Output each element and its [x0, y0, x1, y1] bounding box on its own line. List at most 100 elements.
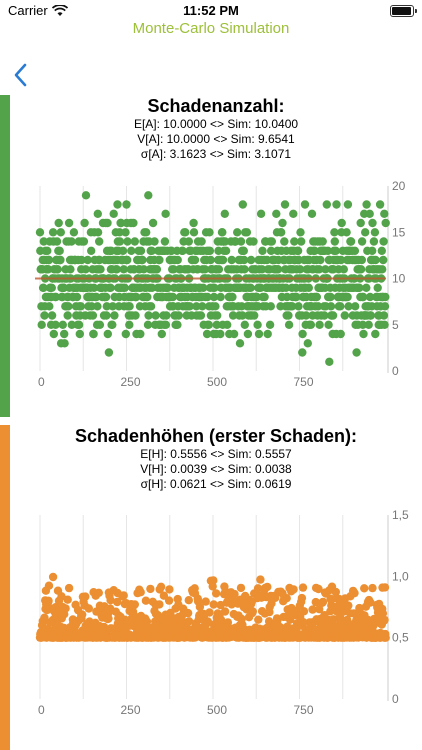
data-point — [220, 607, 230, 616]
data-point — [368, 583, 377, 593]
data-point — [106, 283, 115, 292]
data-point — [156, 582, 166, 591]
data-point — [212, 320, 221, 329]
data-point — [254, 329, 264, 339]
data-point — [147, 283, 157, 292]
data-point — [284, 320, 294, 329]
data-point — [64, 583, 74, 593]
data-point — [318, 597, 328, 607]
data-point — [108, 302, 117, 311]
stat-sd-severity: σ[H]: 0.0621 <> Sim: 0.0619 — [140, 477, 292, 491]
data-point — [102, 302, 112, 311]
data-point — [165, 585, 174, 594]
data-point — [109, 209, 118, 218]
data-point — [138, 255, 147, 265]
x-tick-label: 750 — [294, 703, 314, 717]
data-point — [298, 348, 307, 357]
data-point — [315, 265, 324, 274]
data-point — [74, 320, 84, 329]
data-point — [200, 265, 210, 274]
data-point — [89, 329, 98, 339]
data-point — [84, 604, 94, 613]
data-point — [288, 302, 297, 311]
data-point — [359, 292, 368, 302]
data-point — [369, 621, 378, 631]
data-point — [378, 265, 387, 274]
data-point — [112, 265, 122, 274]
data-point — [168, 292, 178, 302]
data-point — [157, 329, 166, 339]
data-point — [214, 265, 224, 274]
data-point — [236, 237, 246, 246]
data-point — [289, 585, 298, 594]
data-point — [381, 633, 390, 642]
data-point — [87, 302, 96, 311]
data-point — [249, 237, 258, 246]
data-point — [331, 587, 340, 597]
data-point — [263, 582, 272, 592]
x-tick-label: 0 — [38, 703, 45, 717]
data-point — [297, 237, 306, 246]
data-point — [253, 320, 262, 329]
data-point — [56, 228, 65, 237]
data-point — [80, 218, 89, 228]
stat-sd-count: σ[A]: 3.1623 <> Sim: 3.1071 — [140, 147, 292, 161]
data-point — [336, 302, 345, 311]
data-point — [239, 255, 249, 265]
y-tick-label: 1,5 — [392, 508, 409, 522]
data-point — [284, 311, 293, 320]
data-point — [101, 292, 111, 302]
data-point — [236, 583, 246, 593]
data-point — [239, 246, 248, 255]
stat-variance-count: V[A]: 10.0000 <> Sim: 9.6541 — [137, 132, 295, 146]
data-point — [280, 200, 290, 209]
data-point — [129, 218, 138, 228]
data-point — [340, 311, 349, 320]
data-point — [375, 200, 385, 209]
data-point — [343, 292, 352, 302]
data-point — [229, 329, 239, 339]
data-point — [173, 320, 182, 329]
data-point — [312, 292, 321, 302]
data-point — [205, 228, 214, 237]
data-point — [248, 607, 257, 616]
data-point — [356, 265, 366, 274]
data-point — [104, 348, 114, 357]
data-point — [293, 246, 303, 255]
data-point — [223, 618, 233, 627]
data-point — [93, 302, 102, 311]
data-point — [227, 255, 236, 265]
data-point — [103, 218, 112, 228]
data-point — [118, 246, 128, 255]
data-point — [53, 265, 62, 274]
clock: 11:52 PM — [183, 3, 239, 18]
data-point — [265, 320, 275, 329]
scatter-chart-severity: 0 250 500 750 0 0,5 1,0 1,5 — [35, 508, 409, 717]
data-point — [205, 608, 214, 617]
data-point — [174, 311, 183, 320]
x-tick-label: 250 — [121, 375, 141, 389]
data-point — [273, 265, 283, 274]
data-point — [357, 237, 367, 246]
data-point — [184, 237, 193, 246]
data-point — [209, 576, 218, 585]
data-point — [81, 265, 90, 274]
x-tick-label: 750 — [294, 375, 314, 389]
chevron-left-icon[interactable] — [10, 60, 34, 90]
data-point — [220, 237, 230, 246]
data-point — [381, 218, 390, 228]
data-point — [64, 302, 73, 311]
data-point — [161, 209, 170, 218]
status-bar: Carrier 11:52 PM — [0, 0, 422, 22]
data-point — [316, 255, 325, 265]
data-point — [310, 246, 319, 255]
data-point — [146, 584, 155, 594]
data-point — [328, 311, 338, 320]
data-point — [196, 311, 206, 320]
data-point — [199, 283, 208, 292]
y-tick-label: 0,5 — [392, 631, 409, 645]
data-point — [297, 593, 307, 603]
data-point — [246, 255, 256, 265]
data-point — [141, 596, 151, 605]
data-point — [81, 191, 91, 200]
